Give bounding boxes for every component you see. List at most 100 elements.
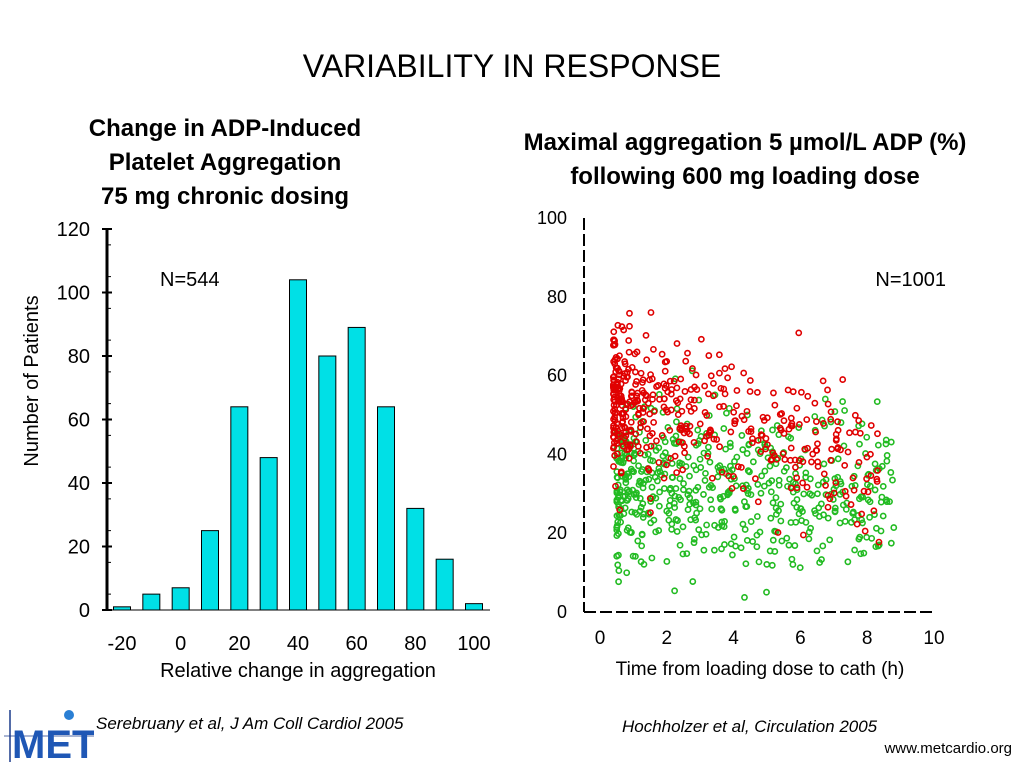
scatter-title-line-1: Maximal aggregation 5 µmol/L ADP (%) [523,129,967,156]
scatter-point [619,414,627,422]
scatter-x-tick-label: 10 [923,628,944,649]
scatter-point [732,417,739,425]
scatter-point [650,442,658,450]
scatter-point [684,349,691,357]
scatter-point [841,461,849,469]
scatter-point [685,487,693,495]
histogram-title-line-2: Platelet Aggregation [108,149,342,176]
scatter-point [614,494,622,502]
scatter-y-tick-label: 40 [547,444,567,464]
scatter-point [855,535,863,543]
scatter-point [690,539,698,547]
scatter-point [718,506,726,514]
scatter-point [856,495,863,503]
scatter-point [610,439,618,447]
scatter-point [668,525,676,533]
scatter-point [768,477,776,485]
scatter-point [636,494,644,502]
scatter-point [635,481,643,488]
scatter-point [648,483,656,491]
scatter-point [864,496,872,504]
scatter-point [660,380,668,388]
scatter-point [718,518,726,526]
scatter-point [691,396,698,404]
scatter-point [677,375,685,383]
scatter-point [726,462,734,470]
scatter-point [769,499,777,507]
scatter-point [647,519,655,527]
scatter-point [629,552,637,560]
scatter-y-tick-label: 80 [547,287,567,307]
scatter-point [692,516,700,524]
scatter-point [812,510,819,517]
scatter-point [817,500,825,508]
scatter-point [793,496,801,503]
scatter-point [804,444,811,452]
scatter-point [615,578,622,586]
scatter-point [705,352,713,359]
scatter-point [800,490,808,498]
scatter-point [754,436,762,444]
website-url: www.metcardio.org [884,740,1012,757]
scatter-point [758,472,766,480]
scatter-point [802,469,810,477]
scatter-point [612,424,620,431]
histogram-title: Change in ADP-Induced Platelet Aggregati… [30,112,420,214]
histogram-y-axis-label: Number of Patients [21,295,43,466]
scatter-point [665,502,673,510]
scatter-point [666,496,674,504]
scatter-point [645,466,653,474]
scatter-point [808,458,815,466]
scatter-point [714,473,722,481]
scatter-x-axis-label: Time from loading dose to cath (h) [616,659,905,680]
scatter-point [724,374,732,382]
scatter-point [640,418,647,426]
scatter-point [830,489,838,497]
scatter-point [642,331,650,339]
scatter-point [834,444,842,451]
scatter-point [610,358,618,366]
scatter-point [676,541,684,549]
scatter-point [622,432,630,440]
scatter-point [638,542,646,550]
scatter-point [778,410,786,417]
scatter-point [672,485,680,492]
scatter-point [617,468,625,476]
scatter-point [824,386,831,394]
scatter-point [625,487,633,495]
scatter-point [679,439,686,447]
scatter-point [701,382,709,390]
scatter-point [856,429,864,437]
scatter-point [616,488,624,496]
scatter-point [840,442,848,450]
scatter-point [842,505,850,513]
scatter-point [824,400,832,408]
scatter-point [867,472,875,479]
scatter-point [646,494,654,502]
scatter-point [610,328,618,336]
left-citation: Serebruany et al, J Am Coll Cardiol 2005 [96,714,404,733]
scatter-point [768,561,776,569]
scatter-point [746,377,754,384]
scatter-point [613,409,620,417]
histogram-y-tick-label: 20 [68,537,90,559]
scatter-point [861,527,869,535]
scatter-point [766,547,774,555]
scatter-point [728,551,736,559]
scatter-point [690,499,697,507]
scatter-point [642,436,650,444]
scatter-point [658,350,666,358]
scatter-point [700,449,708,457]
scatter-point [655,459,663,466]
scatter-point [680,486,687,494]
scatter-point [795,329,803,337]
scatter-point [692,371,700,379]
histogram-n-annotation: N=544 [160,269,220,291]
scatter-point [622,377,629,384]
scatter-point [850,486,858,494]
scatter-point [842,492,850,500]
scatter-point [818,556,825,563]
scatter-point [636,449,644,457]
scatter-point [887,539,895,547]
scatter-point [634,389,642,397]
